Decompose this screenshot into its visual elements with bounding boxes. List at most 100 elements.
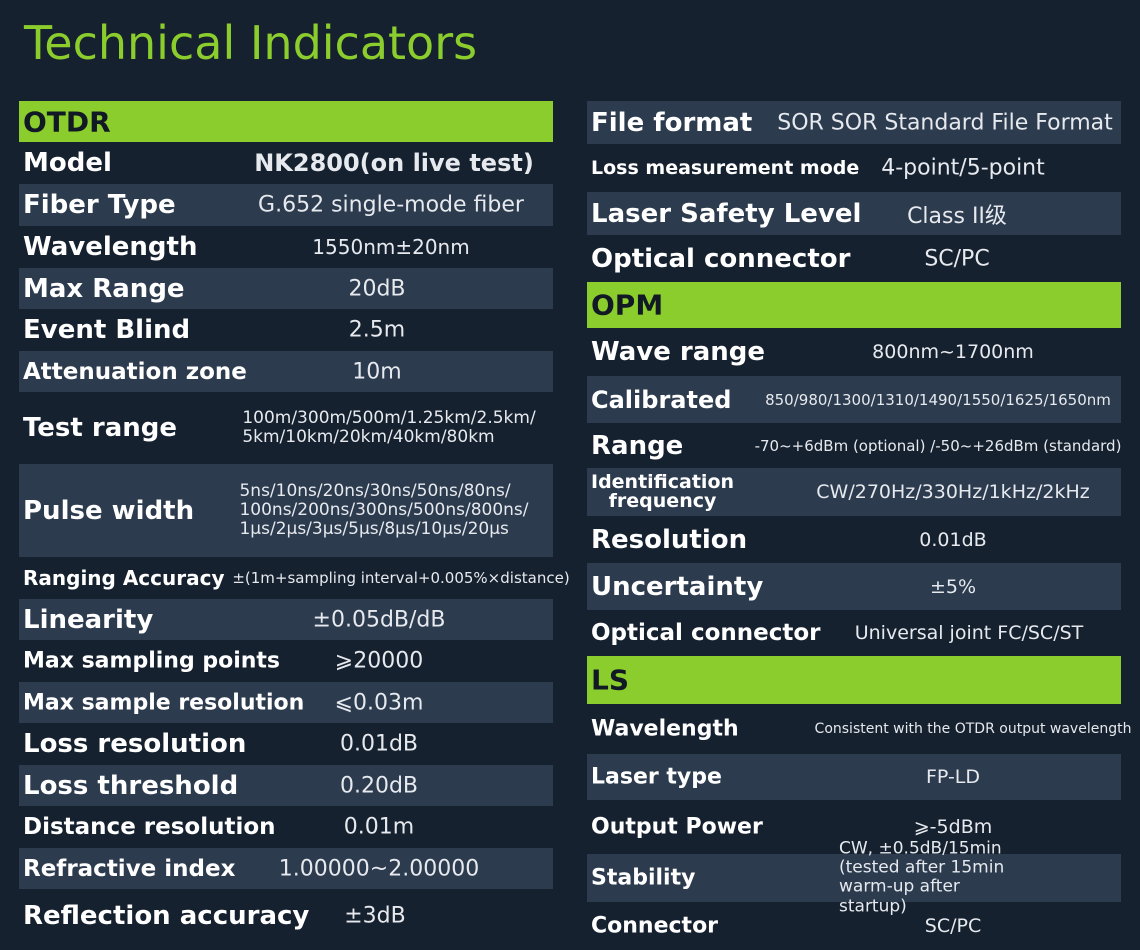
spec-row-calibrated: Calibrated 850/980/1300/1310/1490/1550/1…	[587, 376, 1121, 423]
spec-value: -70~+6dBm (optional) /-50~+26dBm (standa…	[754, 436, 1122, 455]
spec-row-laser-type: Laser type FP-LD	[587, 754, 1121, 800]
spec-row-max-sampling-points: Max sampling points ⩾20000	[19, 640, 553, 682]
spec-value: 2.5m	[348, 317, 406, 343]
spec-value: G.652 single-mode fiber	[258, 192, 524, 218]
spec-value: 100m/300m/500m/1.25km/2.5km/ 5km/10km/20…	[242, 407, 536, 447]
spec-label: Test range	[23, 413, 177, 443]
spec-value: 10m	[352, 359, 402, 384]
spec-label: Attenuation zone	[23, 358, 247, 385]
spec-value: 20dB	[348, 276, 406, 301]
spec-label: Optical connector	[591, 620, 821, 646]
spec-value: CW, ±0.5dB/15min (tested after 15min war…	[839, 838, 1005, 917]
spec-row-uncertainty: Uncertainty ±5%	[587, 563, 1121, 610]
spec-row-stability: Stability CW, ±0.5dB/15min (tested after…	[587, 839, 1121, 916]
spec-row-loss-threshold: Loss threshold 0.20dB	[19, 765, 553, 806]
spec-label: Stability	[591, 865, 696, 891]
spec-value: CW/270Hz/330Hz/1kHz/2kHz	[816, 481, 1090, 503]
ls-section-header: LS	[587, 656, 1121, 704]
spec-value: NK2800(on live test)	[254, 149, 534, 177]
spec-row-reflection-accuracy: Reflection accuracy ±3dB	[19, 889, 553, 943]
spec-value: 1.00000~2.00000	[278, 856, 480, 881]
spec-row-opm-optical-connector: Optical connector Universal joint FC/SC/…	[587, 610, 1121, 656]
spec-value: 0.01dB	[919, 528, 987, 551]
spec-label: Distance resolution	[23, 814, 276, 840]
spec-row-fiber-type: Fiber Type G.652 single-mode fiber	[19, 184, 553, 226]
spec-label: Linearity	[23, 604, 154, 635]
spec-value: SC/PC	[924, 246, 990, 271]
spec-value: Universal joint FC/SC/ST	[854, 622, 1084, 644]
opm-section-header: OPM	[587, 282, 1121, 328]
spec-row-range: Range -70~+6dBm (optional) /-50~+26dBm (…	[587, 423, 1121, 468]
spec-label: Model	[23, 148, 112, 178]
otdr-spec-column: OTDR Model NK2800(on live test) Fiber Ty…	[19, 101, 570, 943]
spec-row-resolution: Resolution 0.01dB	[587, 516, 1121, 563]
spec-row-ranging-accuracy: Ranging Accuracy ±(1m+sampling interval+…	[19, 557, 570, 599]
spec-row-laser-safety-level: Laser Safety Level Class II级	[587, 192, 1121, 235]
spec-value: ±5%	[929, 575, 977, 598]
spec-label: Wavelength	[591, 716, 739, 742]
otdr-section-label: OTDR	[23, 105, 111, 138]
spec-value: ±3dB	[344, 903, 406, 929]
spec-row-wavelength: Wavelength 1550nm±20nm	[19, 226, 553, 268]
spec-label: Refractive index	[23, 855, 236, 882]
spec-label: Laser type	[591, 764, 722, 790]
spec-label: Range	[591, 430, 684, 461]
spec-value: FP-LD	[925, 766, 981, 788]
spec-row-model: Model NK2800(on live test)	[19, 142, 553, 184]
spec-label: Reflection accuracy	[23, 901, 310, 931]
ls-section-label: LS	[591, 663, 630, 697]
spec-row-file-format: File format SOR SOR Standard File Format	[587, 101, 1121, 144]
spec-label: Connector	[591, 913, 719, 939]
spec-row-loss-measurement-mode: Loss measurement mode 4-point/5-point	[587, 144, 1121, 192]
page-title: Technical Indicators	[24, 16, 478, 70]
spec-label: Pulse width	[23, 495, 195, 526]
spec-value: 850/980/1300/1310/1490/1550/1625/1650nm	[765, 390, 1111, 409]
spec-row-output-power: Output Power ⩾-5dBm	[587, 800, 1121, 854]
spec-value: 800nm~1700nm	[872, 341, 1034, 363]
spec-row-event-blind: Event Blind 2.5m	[19, 309, 553, 351]
spec-label: Loss resolution	[23, 729, 247, 759]
spec-row-refractive-index: Refractive index 1.00000~2.00000	[19, 848, 553, 889]
spec-label: Wave range	[591, 337, 766, 367]
spec-value: ⩾-5dBm	[913, 816, 993, 838]
spec-label: Output Power	[591, 814, 763, 840]
spec-label: Ranging Accuracy	[23, 566, 225, 590]
spec-row-identification-frequency: Identification frequency CW/270Hz/330Hz/…	[587, 468, 1121, 516]
spec-value: 0.01dB	[339, 731, 419, 757]
spec-label: Max sample resolution	[23, 690, 305, 715]
spec-row-connector: Connector SC/PC	[587, 902, 1121, 950]
spec-row-attenuation-zone: Attenuation zone 10m	[19, 351, 553, 392]
spec-value: 1550nm±20nm	[312, 235, 470, 259]
spec-value: ±(1m+sampling interval+0.005%×distance)	[232, 569, 570, 587]
spec-row-max-sample-resolution: Max sample resolution ⩽0.03m	[19, 682, 553, 723]
spec-row-test-range: Test range 100m/300m/500m/1.25km/2.5km/ …	[19, 392, 553, 464]
spec-label: File format	[591, 107, 753, 138]
spec-row-linearity: Linearity ±0.05dB/dB	[19, 599, 553, 640]
spec-value: Class II级	[907, 203, 1007, 229]
spec-label: Resolution	[591, 524, 748, 555]
opm-section-label: OPM	[591, 288, 664, 322]
spec-label: Calibrated	[591, 385, 732, 414]
right-spec-column: File format SOR SOR Standard File Format…	[587, 101, 1131, 950]
spec-value: ±0.05dB/dB	[312, 607, 446, 632]
otdr-section-header: OTDR	[19, 101, 553, 142]
spec-label: Max sampling points	[23, 648, 281, 674]
spec-row-ls-wavelength: Wavelength Consistent with the OTDR outp…	[587, 704, 1131, 754]
spec-value: ⩽0.03m	[334, 690, 424, 715]
spec-value: 0.20dB	[339, 773, 419, 798]
spec-label: Optical connector	[591, 243, 851, 274]
spec-label: Loss threshold	[23, 770, 239, 801]
spec-label: Wavelength	[23, 232, 198, 262]
spec-label: Loss measurement mode	[591, 157, 860, 179]
spec-label: Uncertainty	[591, 571, 764, 602]
spec-value: 0.01m	[343, 814, 415, 840]
spec-label: Fiber Type	[23, 190, 176, 220]
spec-value: 4-point/5-point	[881, 155, 1045, 181]
spec-label: Identification frequency	[591, 471, 735, 512]
spec-row-distance-resolution: Distance resolution 0.01m	[19, 806, 553, 848]
spec-label: Max Range	[23, 273, 185, 304]
spec-value: ⩾20000	[334, 648, 424, 674]
spec-row-optical-connector: Optical connector SC/PC	[587, 235, 1121, 282]
spec-label: Event Blind	[23, 315, 191, 345]
spec-row-wave-range: Wave range 800nm~1700nm	[587, 328, 1121, 376]
